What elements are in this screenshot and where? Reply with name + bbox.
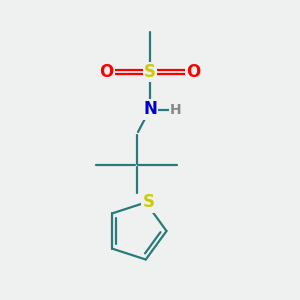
Text: S: S <box>143 194 155 211</box>
Text: O: O <box>99 63 114 81</box>
Text: H: H <box>170 103 181 116</box>
Text: O: O <box>186 63 201 81</box>
Text: N: N <box>143 100 157 118</box>
Text: S: S <box>144 63 156 81</box>
